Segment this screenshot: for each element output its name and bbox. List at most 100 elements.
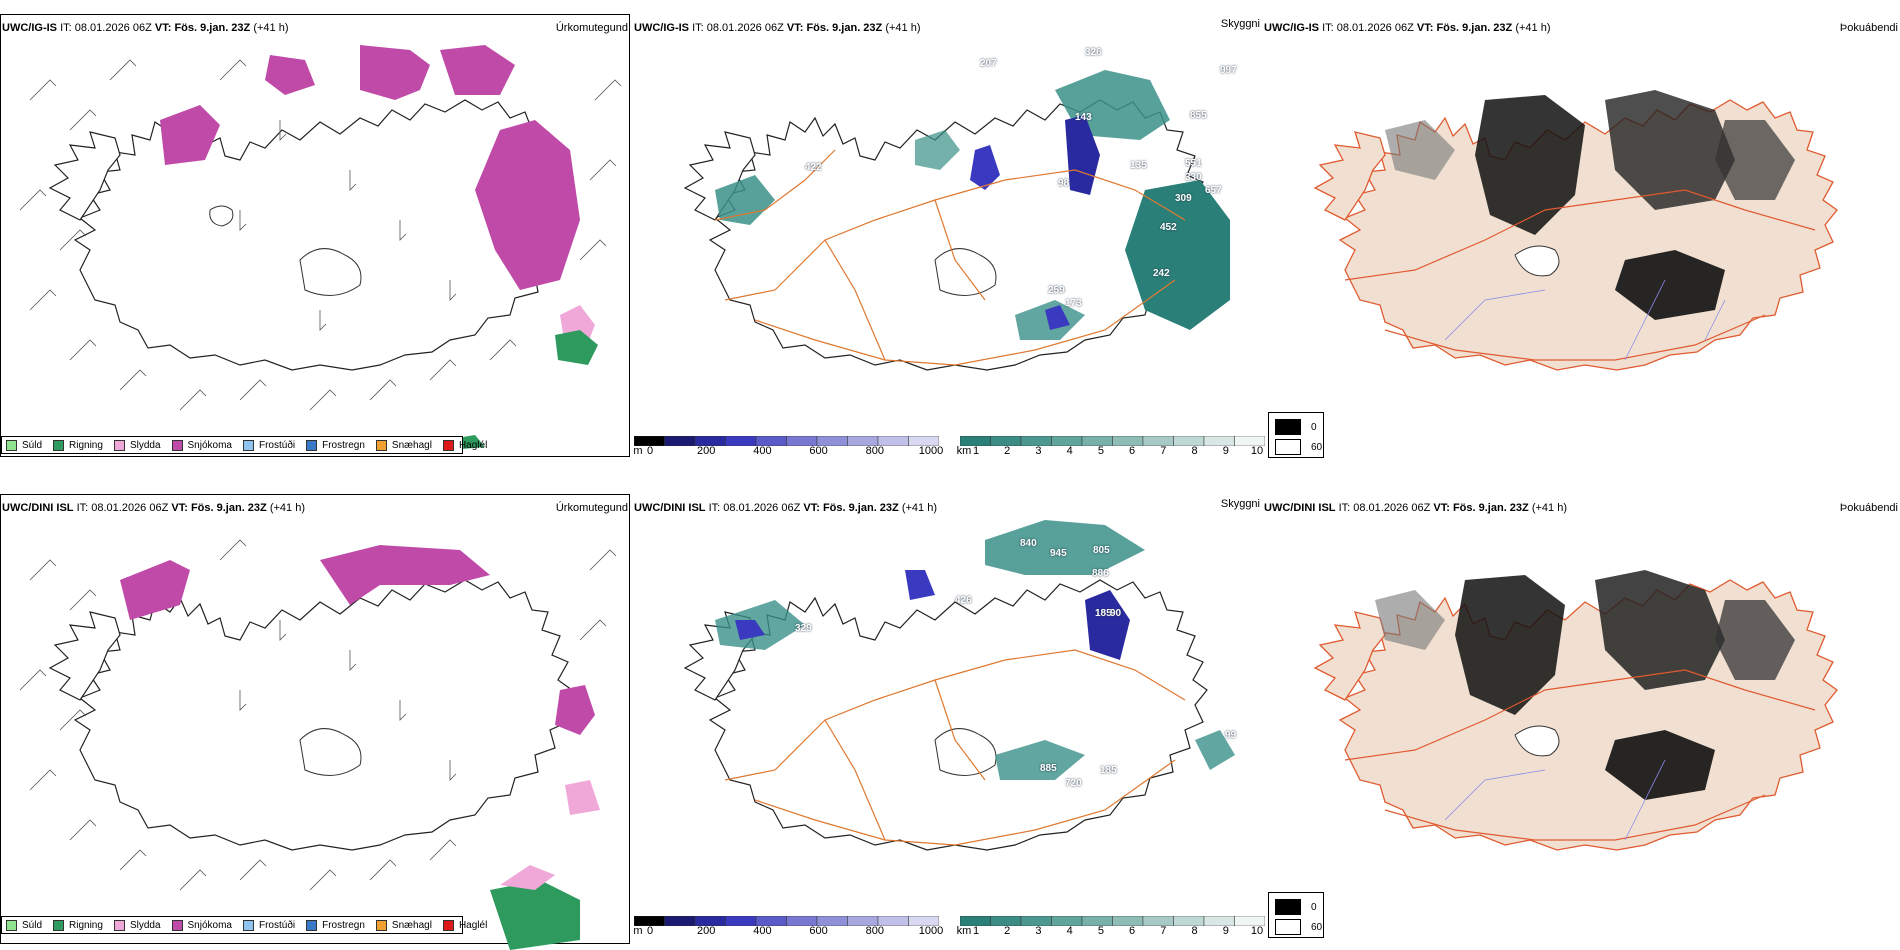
legend-swatch bbox=[53, 439, 65, 451]
fog-low-label: 60 bbox=[1311, 921, 1323, 933]
legend-swatch bbox=[242, 439, 254, 451]
roads bbox=[724, 649, 1186, 846]
legend-swatch bbox=[171, 439, 183, 451]
visibility-value-label: 185 bbox=[1100, 765, 1117, 776]
map-frame bbox=[0, 14, 630, 457]
vis-m-area bbox=[1085, 590, 1130, 660]
colorbar-tick: 3 bbox=[1035, 925, 1042, 937]
legend-swatch bbox=[113, 919, 125, 931]
vis-km-area bbox=[1055, 70, 1170, 140]
rivers bbox=[1444, 279, 1726, 361]
it-value: 08.01.2026 06Z bbox=[1353, 502, 1431, 514]
panel-header-r1p2: UWC/IG-IS IT: 08.01.2026 06Z VT: Fös. 9.… bbox=[634, 22, 921, 34]
vis-m-area bbox=[735, 620, 765, 640]
vis-m-area bbox=[1065, 115, 1100, 195]
it-label: IT: bbox=[1322, 22, 1334, 34]
visibility-value-label: 997 bbox=[1220, 65, 1237, 76]
fog-area bbox=[1715, 600, 1795, 680]
colorbar-tick: 1000 bbox=[918, 925, 944, 937]
lead-time: (+41 h) bbox=[885, 22, 921, 34]
glacier bbox=[934, 248, 997, 296]
vt-value: Fös. 9.jan. 23Z bbox=[822, 502, 899, 514]
legend-swatch bbox=[6, 919, 17, 931]
colorbar-tick: 4 bbox=[1066, 445, 1073, 457]
colorbar-tick: 8 bbox=[1191, 925, 1198, 937]
vt-label: VT: bbox=[1433, 502, 1450, 514]
colorbar-tick: 2 bbox=[1004, 445, 1011, 457]
colorbar-unit: km bbox=[956, 925, 972, 937]
panel-title-visibility-2: Skyggni bbox=[1220, 498, 1260, 510]
legend-item: Snæhagl bbox=[375, 439, 432, 451]
panel-title-fog-2: Þokuábendi bbox=[1839, 502, 1898, 514]
visibility-value-label: 259 bbox=[1048, 285, 1065, 296]
vis-m-area bbox=[905, 570, 935, 600]
legend-item: Rigning bbox=[53, 439, 103, 451]
visibility-value-label: 805 bbox=[1093, 545, 1110, 556]
fog-area bbox=[1615, 250, 1725, 320]
vis-ticks-km-1: km 1 2 3 4 5 6 7 8 9 10 bbox=[957, 445, 1265, 459]
fog-map-1 bbox=[1314, 90, 1838, 371]
vis-ticks-m-1: m 0 200 400 600 800 1000 bbox=[633, 445, 943, 459]
vt-value: Fös. 9.jan. 23Z bbox=[174, 22, 251, 34]
fog-area bbox=[1455, 575, 1565, 715]
vt-label: VT: bbox=[803, 502, 820, 514]
model-name: UWC/IG-IS bbox=[2, 22, 57, 34]
colorbar-tick: 5 bbox=[1097, 445, 1104, 457]
legend-label: Frostúði bbox=[258, 439, 296, 451]
legend-label: Haglél bbox=[458, 919, 488, 931]
panel-title-precip-2: Úrkomutegund bbox=[555, 502, 628, 514]
it-label: IT: bbox=[708, 502, 721, 514]
legend-swatch bbox=[442, 919, 454, 931]
model-name: UWC/DINI ISL bbox=[634, 502, 706, 514]
legend-label: Snjókoma bbox=[187, 439, 232, 451]
visibility-value-label: 840 bbox=[1020, 538, 1037, 549]
legend-label: Haglél bbox=[458, 439, 488, 451]
legend-label: Slydda bbox=[129, 439, 161, 451]
visibility-value-label: 426 bbox=[955, 595, 972, 606]
fog-low-swatch bbox=[1275, 919, 1301, 935]
vis-ticks-km-2: km 1 2 3 4 5 6 7 8 9 10 bbox=[956, 925, 1265, 939]
legend-label: Snæhagl bbox=[391, 439, 432, 451]
it-value: 08.01.2026 06Z bbox=[74, 22, 152, 34]
legend-swatch bbox=[306, 919, 318, 931]
visibility-value-label: 945 bbox=[1050, 548, 1067, 559]
visibility-value-label: 885 bbox=[1040, 763, 1057, 774]
visibility-value-label: 329 bbox=[795, 623, 812, 634]
visibility-value-label: 90 bbox=[1110, 608, 1122, 619]
vis-ticks-m-2: m 0 200 400 600 800 1000 bbox=[633, 925, 943, 939]
legend-label: Súld bbox=[22, 439, 43, 451]
legend-label: Frostregn bbox=[322, 439, 365, 451]
vis-km-area bbox=[915, 130, 960, 170]
it-value: 08.01.2026 06Z bbox=[1336, 22, 1414, 34]
vis-km-area bbox=[715, 175, 775, 225]
colorbar-tick: 9 bbox=[1222, 925, 1229, 937]
colorbar-tick: 5 bbox=[1097, 925, 1104, 937]
legend-item: Snjókoma bbox=[171, 919, 232, 931]
colorbar-segment bbox=[1234, 916, 1265, 926]
legend-swatch bbox=[6, 439, 17, 451]
panel-header-r1p3: UWC/IG-IS IT: 08.01.2026 06Z VT: Fös. 9.… bbox=[1264, 22, 1551, 34]
legend-item: Súld bbox=[6, 439, 43, 451]
roads bbox=[714, 149, 1186, 366]
vt-value: Fös. 9.jan. 23Z bbox=[806, 22, 883, 34]
visibility-value-label: 720 bbox=[1065, 778, 1082, 789]
fog-high-swatch bbox=[1275, 419, 1301, 435]
colorbar-unit: m bbox=[633, 445, 643, 457]
legend-item: Snjókoma bbox=[171, 439, 232, 451]
legend-item: Frostúði bbox=[242, 919, 295, 931]
legend-swatch bbox=[53, 919, 65, 931]
legend-item: Frostregn bbox=[306, 919, 365, 931]
it-label: IT: bbox=[1338, 502, 1351, 514]
vt-label: VT: bbox=[1416, 22, 1434, 34]
vt-label: VT: bbox=[171, 502, 188, 514]
fog-low-label: 60 bbox=[1311, 441, 1323, 453]
vt-value: Fös. 9.jan. 23Z bbox=[190, 502, 267, 514]
visibility-value-label: 185 bbox=[1095, 608, 1112, 619]
vis-colorbar-m-1 bbox=[634, 436, 939, 446]
vis-colorbar-m-2 bbox=[634, 916, 939, 926]
colorbar-tick: 1 bbox=[972, 445, 980, 457]
model-name: UWC/DINI ISL bbox=[2, 502, 74, 514]
colorbar-tick: 200 bbox=[697, 925, 716, 937]
colorbar-tick: 0 bbox=[646, 925, 654, 937]
roads bbox=[1344, 669, 1816, 841]
